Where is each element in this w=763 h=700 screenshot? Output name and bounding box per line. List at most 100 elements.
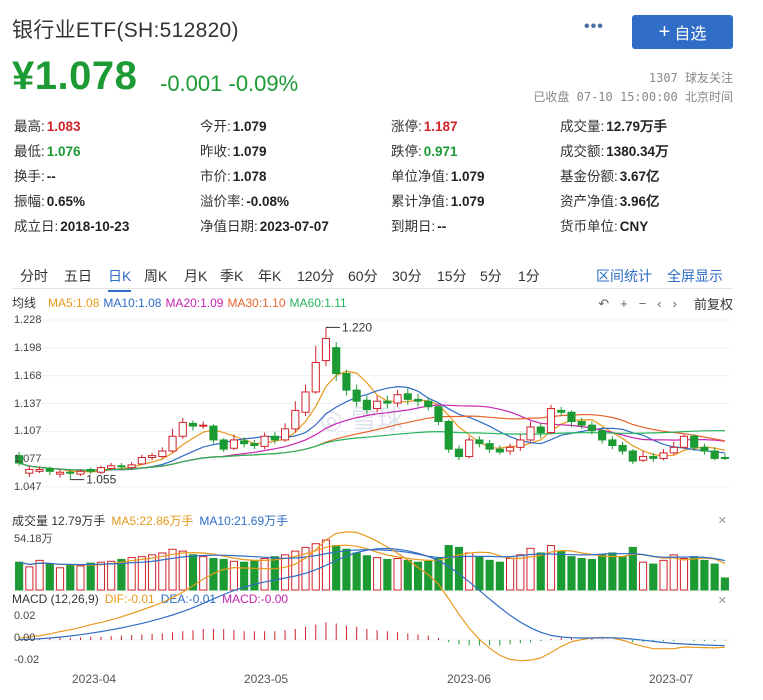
candle xyxy=(475,439,484,445)
macd-legend: MACD (12,26,9) DIF:-0.01 DEA:-0.01 MACD:-0.… xyxy=(12,592,294,606)
quote-cell: 昨收: 1.079 xyxy=(200,140,267,160)
candle xyxy=(291,409,300,430)
candle xyxy=(168,435,177,452)
price-axis-label: 1.168 xyxy=(14,369,42,382)
quote-cell: 单位净值: 1.079 xyxy=(391,165,485,185)
quote-label: 跌停: xyxy=(391,144,422,159)
volume-bar xyxy=(526,547,535,591)
ma5-line xyxy=(18,370,726,473)
volume-bar xyxy=(107,560,116,591)
high-label: 1.220 xyxy=(342,320,372,334)
quote-value: 2018-10-23 xyxy=(60,219,130,234)
tab-6[interactable]: 年K xyxy=(258,268,282,284)
close-volume-icon[interactable]: ✕ xyxy=(717,515,727,527)
volume-legend-item: MA5:22.86万手 xyxy=(111,514,194,528)
volume-bar xyxy=(240,561,249,591)
candle xyxy=(199,424,208,427)
tab-4[interactable]: 月K xyxy=(184,268,208,284)
quote-label: 净值日期: xyxy=(200,219,258,234)
quote-value: 1380.34万 xyxy=(606,144,669,159)
tab-11[interactable]: 5分 xyxy=(480,268,502,284)
tab-9[interactable]: 30分 xyxy=(392,268,422,284)
tab-12[interactable]: 1分 xyxy=(518,268,540,284)
quote-cell: 今开: 1.079 xyxy=(200,115,267,135)
quote-label: 成交量: xyxy=(560,119,605,134)
zoom-out-icon[interactable]: − xyxy=(638,296,647,311)
candle xyxy=(250,443,259,446)
quote-label: 单位净值: xyxy=(391,169,449,184)
tab-0[interactable]: 分时 xyxy=(20,268,48,284)
left-icon[interactable]: ‹ xyxy=(657,296,662,311)
add-watchlist-label: 自选 xyxy=(674,26,707,43)
dea-line xyxy=(19,547,725,647)
price-change: -0.001 -0.09% xyxy=(160,71,299,96)
range-stats-link[interactable]: 区间统计 xyxy=(596,268,652,284)
fullscreen-link[interactable]: 全屏显示 xyxy=(667,268,723,284)
volume-legend-item: MA10:21.69万手 xyxy=(199,514,289,528)
volume-bar xyxy=(587,558,596,591)
candle xyxy=(628,450,637,462)
tab-8[interactable]: 60分 xyxy=(348,268,378,284)
volume-bar xyxy=(700,559,709,591)
tab-1[interactable]: 五日 xyxy=(64,268,92,284)
right-icon[interactable]: › xyxy=(672,296,677,311)
candle xyxy=(352,389,361,402)
tab-5[interactable]: 季K xyxy=(220,268,244,284)
volume-bar xyxy=(280,554,290,591)
followers-count[interactable]: 1307 球友关注 xyxy=(648,71,733,85)
current-price: ¥1.078 xyxy=(12,54,138,98)
quote-value: 1.079 xyxy=(450,194,485,209)
tab-7[interactable]: 120分 xyxy=(297,268,335,284)
candle xyxy=(373,400,382,410)
quote-cell: 换手: -- xyxy=(14,165,56,185)
add-watchlist-button[interactable]: + 自选 xyxy=(632,15,733,49)
quote-label: 累计净值: xyxy=(391,194,449,209)
more-icon[interactable]: ••• xyxy=(584,18,604,35)
volume-bar xyxy=(546,545,556,591)
quote-cell: 最低: 1.076 xyxy=(14,140,81,160)
quote-value: 1.076 xyxy=(46,144,81,159)
candle xyxy=(618,444,627,452)
quote-value: 1.079 xyxy=(450,169,485,184)
volume-bar xyxy=(485,559,494,591)
close-macd-icon[interactable]: ✕ xyxy=(717,595,727,607)
quote-label: 货币单位: xyxy=(560,219,618,234)
candle xyxy=(137,456,146,465)
ma-value: MA20:1.09 xyxy=(165,296,224,310)
volume-bar xyxy=(260,558,269,591)
candle xyxy=(454,448,464,458)
candle xyxy=(178,421,187,437)
candle xyxy=(209,425,218,441)
tab-10[interactable]: 15分 xyxy=(437,268,467,284)
quote-value: -- xyxy=(437,219,447,234)
volume-bar xyxy=(659,559,668,591)
volume-bar xyxy=(413,561,423,591)
quote-value: -0.08% xyxy=(246,194,290,209)
macd-legend-item: DIF:-0.01 xyxy=(104,592,155,606)
volume-bar xyxy=(516,554,525,591)
volume-bar xyxy=(618,556,627,591)
candle xyxy=(659,452,668,459)
ma-value: MA5:1.08 xyxy=(48,296,100,310)
quote-label: 溢价率: xyxy=(200,194,245,209)
candle xyxy=(506,446,515,452)
quote-value: 0.971 xyxy=(423,144,458,159)
back-icon[interactable]: ↶ xyxy=(598,295,610,311)
tab-2[interactable]: 日K xyxy=(108,266,132,292)
zoom-in-icon[interactable]: + xyxy=(620,296,628,311)
adjust-mode-button[interactable]: 前复权 xyxy=(693,297,733,312)
candle xyxy=(546,408,556,434)
volume-bar xyxy=(229,560,238,591)
quote-label: 昨收: xyxy=(200,144,231,159)
volume-bar xyxy=(495,561,504,591)
tab-3[interactable]: 周K xyxy=(144,268,168,284)
price-axis-label: 1.047 xyxy=(14,481,42,493)
candle xyxy=(107,465,116,470)
candle xyxy=(240,440,249,445)
volume-bar xyxy=(679,558,689,591)
volume-bar xyxy=(219,558,228,591)
quote-label: 到期日: xyxy=(391,219,436,234)
volume-legend: 成交量 12.79万手 MA5:22.86万手 MA10:21.69万手 xyxy=(12,512,294,529)
volume-bar xyxy=(557,550,566,591)
